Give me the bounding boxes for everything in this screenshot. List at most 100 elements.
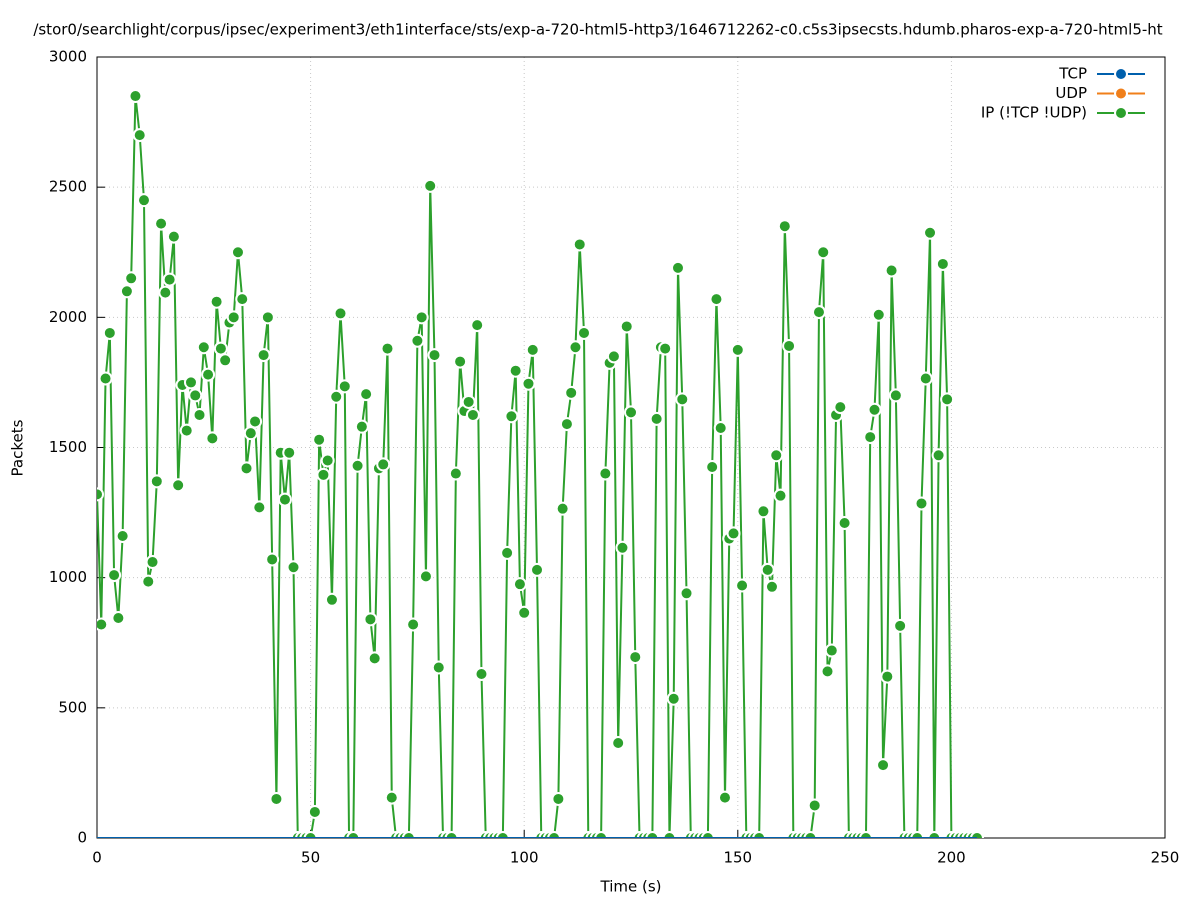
data-point	[893, 618, 908, 633]
data-point	[448, 466, 463, 481]
data-point	[384, 790, 399, 805]
data-point	[888, 388, 903, 403]
data-point	[410, 333, 425, 348]
data-point	[470, 318, 485, 333]
data-point	[624, 405, 638, 420]
data-point	[141, 574, 156, 589]
y-tick-label: 2500	[49, 178, 87, 196]
data-point	[820, 664, 835, 679]
data-point	[239, 461, 254, 476]
data-point	[265, 552, 280, 567]
data-point	[269, 791, 284, 806]
data-point	[196, 340, 211, 355]
data-point	[320, 453, 335, 468]
data-point	[132, 128, 147, 143]
data-point	[111, 611, 126, 626]
data-point	[115, 529, 130, 544]
data-point	[559, 417, 574, 432]
data-point	[495, 831, 510, 838]
data-point	[248, 414, 263, 429]
data-point	[628, 650, 643, 665]
data-point	[918, 371, 933, 386]
data-point	[756, 504, 771, 519]
x-tick-label: 250	[1151, 849, 1180, 867]
data-point	[811, 305, 826, 320]
data-point	[713, 420, 728, 435]
data-point	[474, 666, 489, 681]
data-point	[102, 325, 117, 340]
data-point	[354, 419, 369, 434]
data-point	[508, 363, 523, 378]
data-point	[649, 411, 664, 426]
data-point	[337, 379, 352, 394]
y-axis-label: Packets	[9, 419, 27, 476]
data-point	[260, 310, 275, 325]
data-point	[166, 229, 181, 244]
data-point	[282, 445, 297, 460]
data-point	[230, 245, 245, 260]
data-point	[277, 492, 292, 507]
data-point	[666, 691, 681, 706]
data-point	[350, 458, 365, 473]
data-point	[226, 310, 241, 325]
data-point	[867, 402, 882, 417]
legend-marker	[1114, 106, 1128, 120]
plot-area	[97, 89, 985, 838]
data-point	[551, 791, 566, 806]
data-point	[547, 831, 562, 838]
legend-label: UDP	[1055, 84, 1087, 102]
data-point	[465, 407, 480, 422]
data-point	[777, 219, 792, 234]
data-point	[705, 460, 720, 475]
data-point	[726, 526, 741, 541]
data-point	[418, 569, 433, 584]
data-point	[760, 562, 775, 577]
legend-label: TCP	[1058, 65, 1087, 83]
y-tick-label: 500	[58, 698, 87, 716]
data-point	[863, 430, 878, 445]
data-point	[158, 285, 173, 300]
data-point	[782, 338, 797, 353]
y-tick-label: 0	[77, 829, 87, 847]
data-point	[329, 389, 344, 404]
data-point	[119, 284, 134, 299]
data-point	[752, 831, 767, 838]
y-tick-label: 2000	[49, 308, 87, 326]
data-point	[461, 394, 476, 409]
data-point	[312, 432, 327, 447]
x-axis-label: Time (s)	[600, 878, 662, 896]
data-point	[876, 758, 891, 773]
data-point	[931, 448, 946, 463]
y-tick-label: 1000	[49, 568, 87, 586]
legend-marker	[1114, 67, 1128, 81]
data-point	[97, 487, 104, 502]
data-point	[910, 831, 925, 838]
data-point	[307, 804, 322, 819]
data-point	[858, 831, 873, 838]
data-point	[675, 392, 690, 407]
data-point	[303, 831, 318, 838]
data-point	[192, 407, 207, 422]
data-point	[346, 831, 361, 838]
data-point	[149, 474, 164, 489]
data-point	[773, 488, 788, 503]
data-point	[183, 375, 198, 390]
data-point	[735, 578, 750, 593]
data-point	[884, 263, 899, 278]
series-line	[97, 95, 978, 838]
data-point	[594, 831, 609, 838]
data-point	[730, 342, 745, 357]
data-point	[615, 540, 630, 555]
data-point	[807, 798, 822, 813]
data-point	[927, 831, 942, 838]
data-point	[324, 592, 339, 607]
data-point	[833, 400, 848, 415]
data-point	[512, 577, 527, 592]
data-point	[880, 669, 895, 684]
data-point	[213, 341, 228, 356]
legend-marker	[1114, 86, 1128, 101]
data-point	[606, 349, 621, 364]
data-point	[453, 354, 468, 369]
data-point	[171, 478, 186, 493]
